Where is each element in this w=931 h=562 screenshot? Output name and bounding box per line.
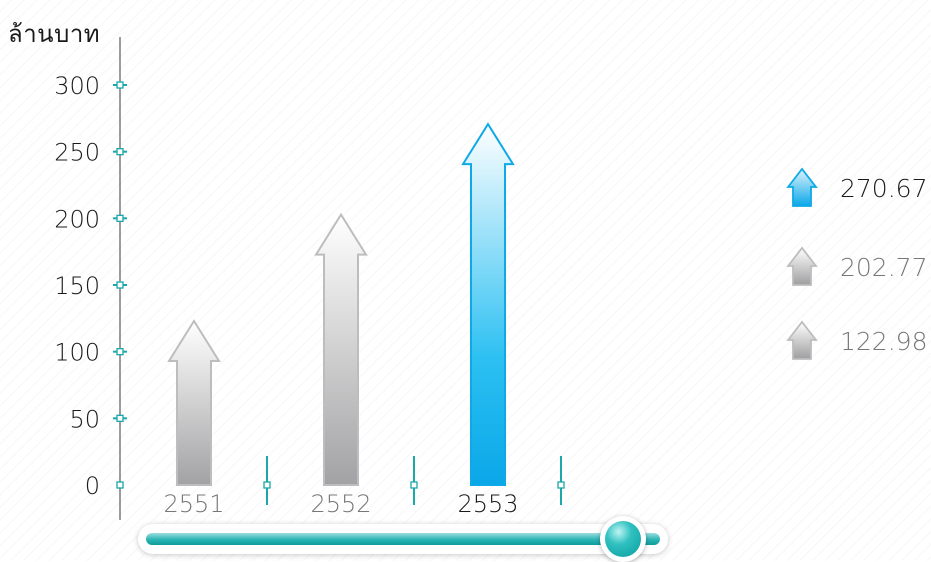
gray-arrow-icon <box>786 320 818 360</box>
y-tick-marker <box>116 481 124 489</box>
bar-arrow-2551 <box>167 319 221 486</box>
year-slider-fill <box>146 533 660 545</box>
y-axis-unit-label: ล้านบาท <box>8 20 101 48</box>
x-category-separator <box>263 456 271 505</box>
y-tick-label: 150 <box>54 272 100 300</box>
legend-item-2553: 270.67 <box>785 164 931 214</box>
y-tick-label: 50 <box>69 405 100 433</box>
y-tick-marker <box>113 81 127 89</box>
legend-value: 202.77 <box>840 253 928 282</box>
y-tick-label: 300 <box>54 72 100 100</box>
x-tick-label: 2552 <box>310 490 371 518</box>
bars <box>167 122 515 486</box>
x-category-separator <box>410 456 418 505</box>
year-slider-thumb[interactable] <box>600 516 646 562</box>
x-category-separator <box>557 456 565 505</box>
y-tick-marker <box>113 214 127 222</box>
y-tick-marker <box>113 281 127 289</box>
gray-arrow-icon <box>786 246 818 286</box>
y-tick-label: 0 <box>85 472 100 500</box>
y-tick-label: 100 <box>54 339 100 367</box>
legend-value: 122.98 <box>840 327 928 356</box>
bar-arrow-2553 <box>461 122 515 486</box>
legend-item-2551: 122.98 <box>785 317 931 367</box>
x-tick-label: 2551 <box>163 490 224 518</box>
y-tick-label: 200 <box>54 205 100 233</box>
y-axis-ticks: 0 50 100 150 200 250 300 <box>54 72 127 500</box>
blue-arrow-icon <box>786 167 818 207</box>
legend-value: 270.67 <box>840 174 928 203</box>
bar-arrow-2552 <box>314 212 368 486</box>
y-tick-marker <box>113 414 127 422</box>
slider-thumb-knob <box>605 521 641 557</box>
y-tick-marker <box>113 148 127 156</box>
x-tick-label: 2553 <box>457 490 518 518</box>
x-axis-labels: 2551 2552 2553 <box>163 456 565 518</box>
legend-item-2552: 202.77 <box>785 243 931 293</box>
y-tick-marker <box>113 348 127 356</box>
year-slider-track[interactable] <box>138 524 668 554</box>
y-tick-label: 250 <box>54 139 100 167</box>
